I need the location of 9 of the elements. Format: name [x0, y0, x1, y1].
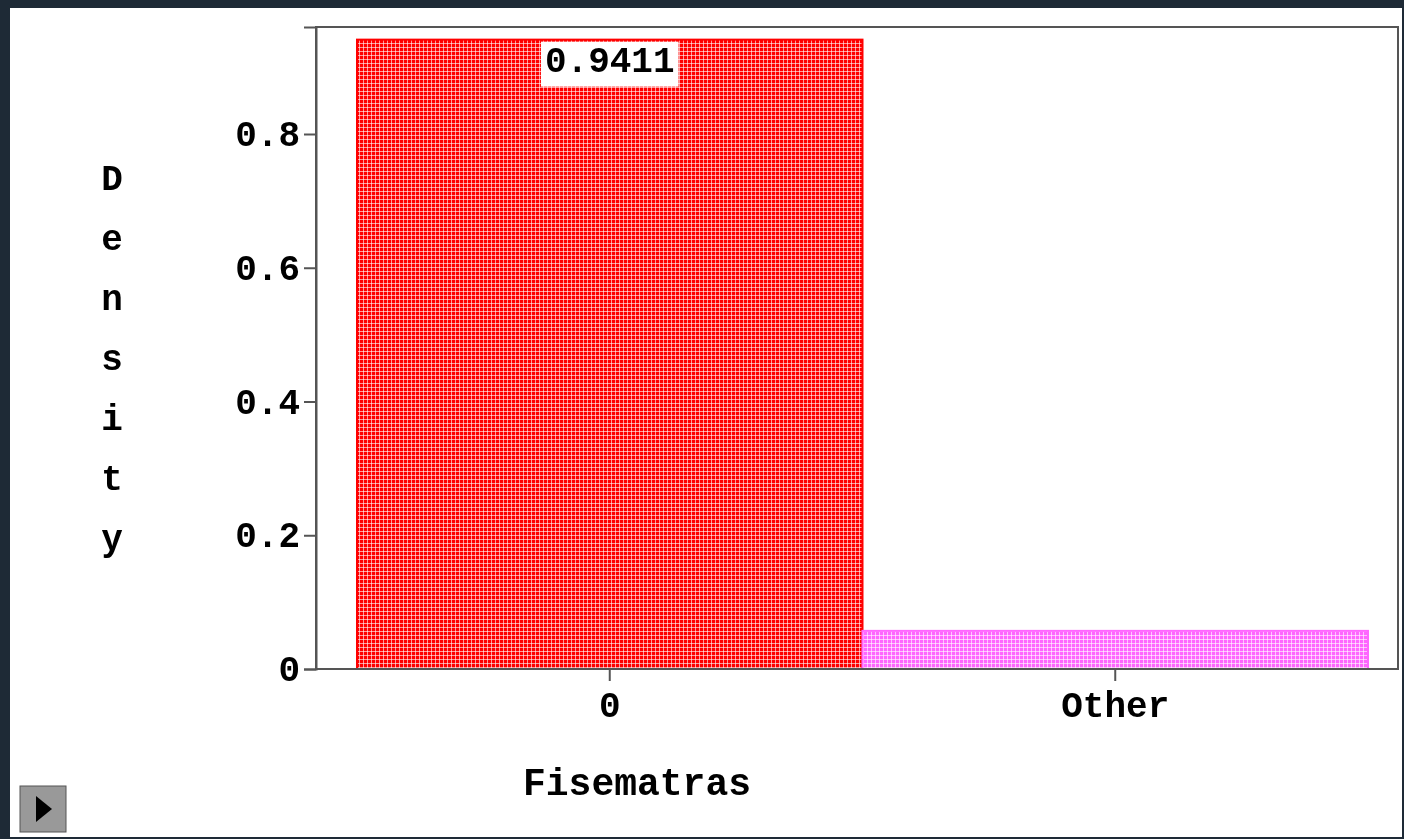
data-label: 0.9411: [544, 41, 675, 83]
y-tick-label: 0.6: [235, 249, 300, 291]
x-axis-title: Fisematras: [522, 763, 752, 806]
y-tick-label: 0.8: [235, 116, 300, 158]
y-tick-label: 0.4: [235, 383, 300, 425]
y-tick-label: 0.2: [235, 517, 300, 559]
y-axis-title: Density: [101, 160, 123, 561]
y-tick-label: 0: [278, 651, 300, 693]
x-tick-label: Other: [1061, 686, 1170, 728]
